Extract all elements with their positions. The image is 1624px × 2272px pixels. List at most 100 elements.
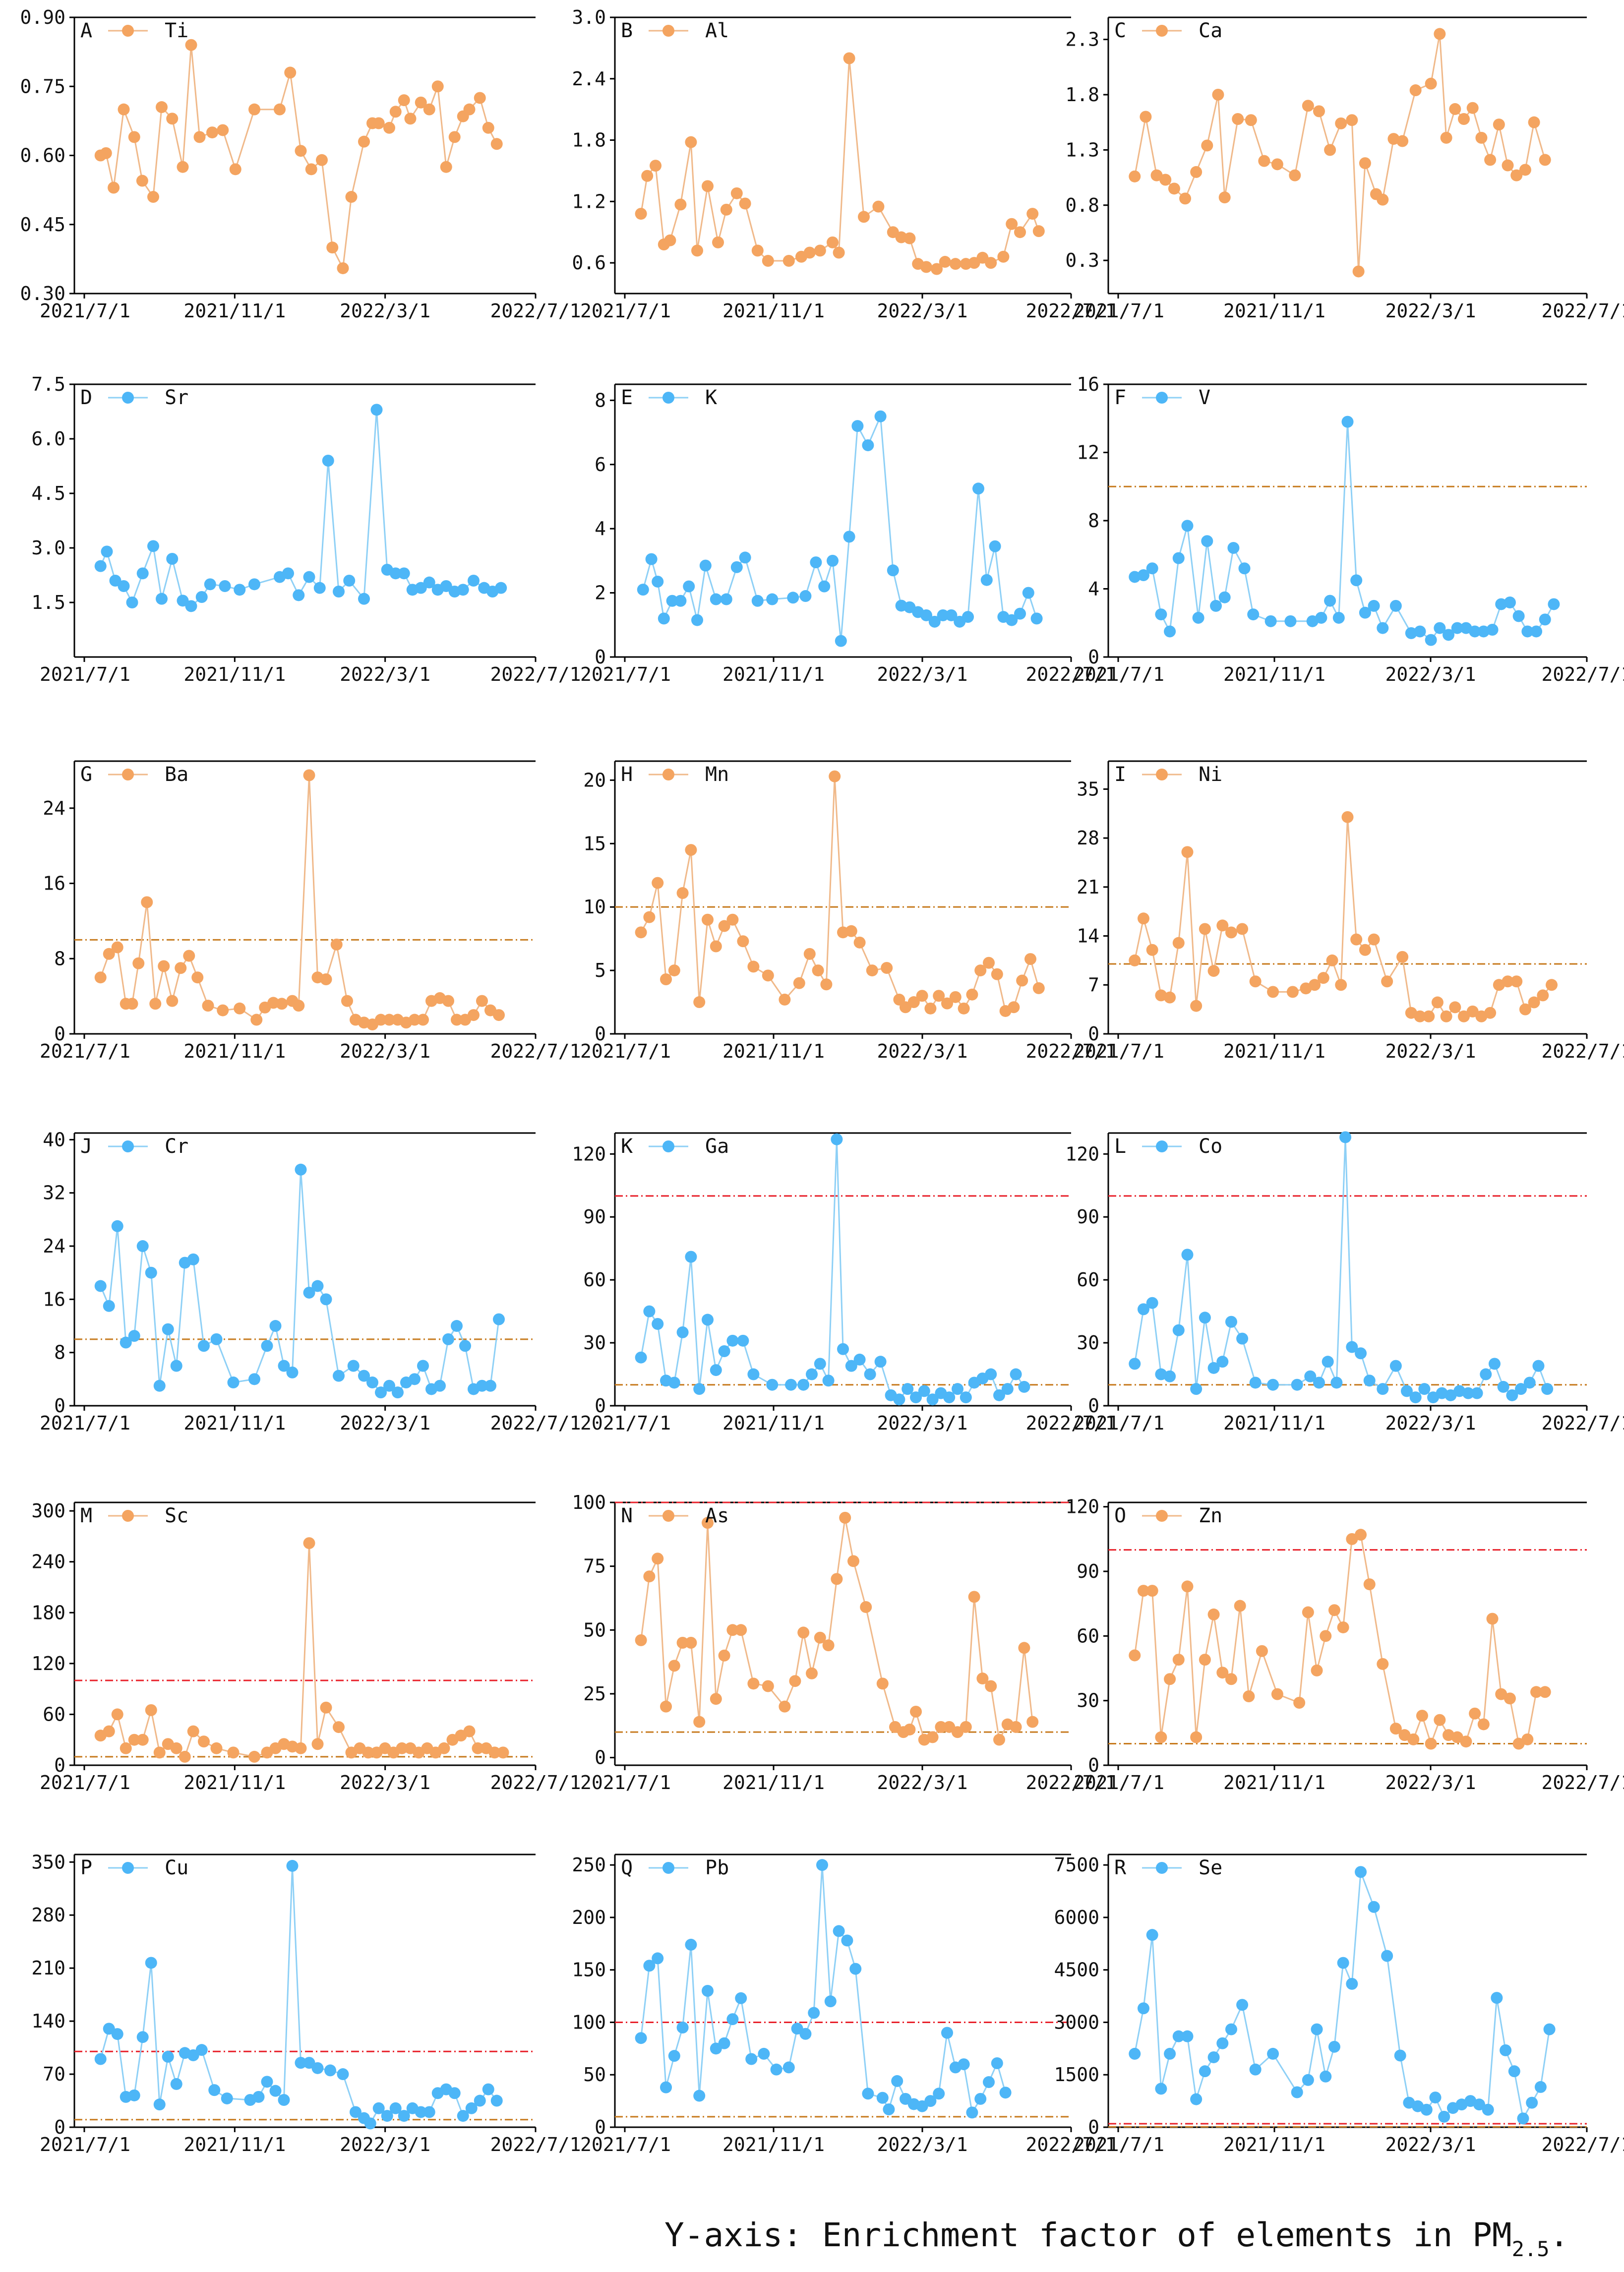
data-point	[136, 1240, 149, 1253]
y-tick-label: 0.75	[20, 75, 65, 97]
legend-label: Se	[1199, 1856, 1222, 1879]
data-point	[1377, 622, 1389, 634]
data-point	[118, 103, 130, 116]
data-point	[643, 911, 656, 923]
data-point	[1486, 624, 1499, 636]
data-point	[926, 1393, 939, 1406]
data-point	[1328, 1604, 1340, 1616]
y-tick-label: 3.0	[31, 537, 65, 559]
data-point	[1129, 954, 1141, 966]
x-tick-label: 2021/7/1	[580, 1040, 671, 1062]
data-point	[849, 1963, 862, 1975]
data-point	[337, 262, 349, 274]
data-point	[320, 1701, 332, 1714]
data-point	[841, 1934, 853, 1947]
data-point	[145, 1704, 157, 1716]
data-point	[179, 1750, 191, 1763]
y-tick-label: 1.8	[572, 129, 606, 151]
y-tick-label: 60	[1077, 1625, 1099, 1647]
data-point	[935, 1721, 947, 1733]
data-point	[126, 597, 138, 608]
legend-label: Al	[705, 19, 729, 42]
data-point	[128, 131, 140, 143]
data-point	[248, 1750, 260, 1763]
data-point	[937, 609, 949, 621]
data-point	[837, 1343, 849, 1355]
y-tick-label: 140	[31, 2010, 65, 2032]
data-point	[111, 2028, 123, 2040]
data-point	[109, 575, 121, 587]
data-point	[333, 1370, 345, 1382]
data-point	[1440, 131, 1452, 144]
data-point	[1377, 1658, 1389, 1670]
data-point	[845, 1360, 857, 1372]
data-point	[1232, 113, 1244, 125]
data-point	[735, 1624, 747, 1636]
data-point	[797, 1378, 810, 1391]
data-point	[1201, 139, 1213, 152]
data-point	[111, 1220, 123, 1232]
data-point	[766, 1378, 779, 1391]
data-point	[94, 1280, 107, 1292]
data-point	[1324, 144, 1336, 156]
data-point	[643, 1960, 656, 1972]
data-point	[1381, 975, 1393, 988]
data-point	[985, 1368, 997, 1380]
x-tick-label: 2021/11/1	[183, 1040, 286, 1062]
data-point	[1216, 1667, 1229, 1679]
data-point	[860, 1601, 872, 1613]
panel-B: 0.6 1.2 1.8 2.4 3.0 2021/7/1 2021/11/1 2022/3/1…	[572, 6, 1116, 322]
y-tick-label: 90	[583, 1206, 606, 1228]
data-point	[685, 1938, 697, 1951]
x-tick-label: 2022/3/1	[340, 1412, 430, 1434]
data-point	[101, 545, 113, 558]
data-point	[980, 574, 993, 586]
x-tick-label: 2021/7/1	[40, 1040, 130, 1062]
data-point	[702, 180, 714, 192]
x-tick-label: 2022/3/1	[1385, 300, 1476, 322]
data-point	[824, 1995, 837, 2008]
data-point	[111, 1708, 123, 1721]
series-line	[640, 1517, 1033, 1742]
data-point	[1022, 587, 1034, 599]
data-point	[1322, 1356, 1334, 1368]
data-point	[907, 996, 920, 1009]
legend-marker	[662, 1140, 674, 1152]
data-point	[1164, 2047, 1176, 2060]
x-tick-label: 2022/7/1	[1541, 1040, 1624, 1062]
y-tick-label: 8	[595, 389, 606, 411]
x-tick-label: 2021/7/1	[40, 663, 130, 685]
data-point	[303, 1286, 315, 1299]
data-point	[1129, 1649, 1141, 1662]
data-point	[1400, 1385, 1413, 1397]
y-tick-label: 16	[43, 1288, 65, 1310]
data-point	[108, 181, 120, 194]
data-point	[1337, 1957, 1349, 1969]
data-point	[1159, 174, 1172, 186]
data-point	[853, 936, 866, 949]
data-point	[1271, 1688, 1283, 1700]
data-point	[803, 948, 816, 960]
panel-K: 0 30 60 90 120 2021/7/1 2021/11/1 2022/3/1 2022/…	[572, 1132, 1117, 1434]
data-point	[229, 163, 241, 176]
data-point	[468, 575, 480, 587]
panel-letter: M	[80, 1504, 92, 1527]
x-tick-label: 2021/7/1	[580, 663, 671, 685]
data-point	[1018, 1642, 1030, 1654]
data-point	[1313, 105, 1325, 118]
data-point	[252, 2091, 265, 2103]
x-tick-label: 2022/3/1	[877, 1040, 967, 1062]
data-point	[423, 103, 435, 116]
y-tick-label: 120	[572, 1143, 606, 1165]
data-point	[806, 1667, 818, 1679]
data-point	[1155, 2083, 1167, 2095]
data-point	[166, 553, 179, 565]
data-point	[136, 2031, 149, 2043]
data-point	[910, 1705, 922, 1718]
data-point	[1339, 1131, 1352, 1143]
data-point	[1311, 1664, 1323, 1676]
data-point	[389, 106, 402, 118]
data-point	[1451, 1731, 1463, 1743]
data-point	[710, 593, 722, 605]
data-point	[170, 2078, 182, 2090]
